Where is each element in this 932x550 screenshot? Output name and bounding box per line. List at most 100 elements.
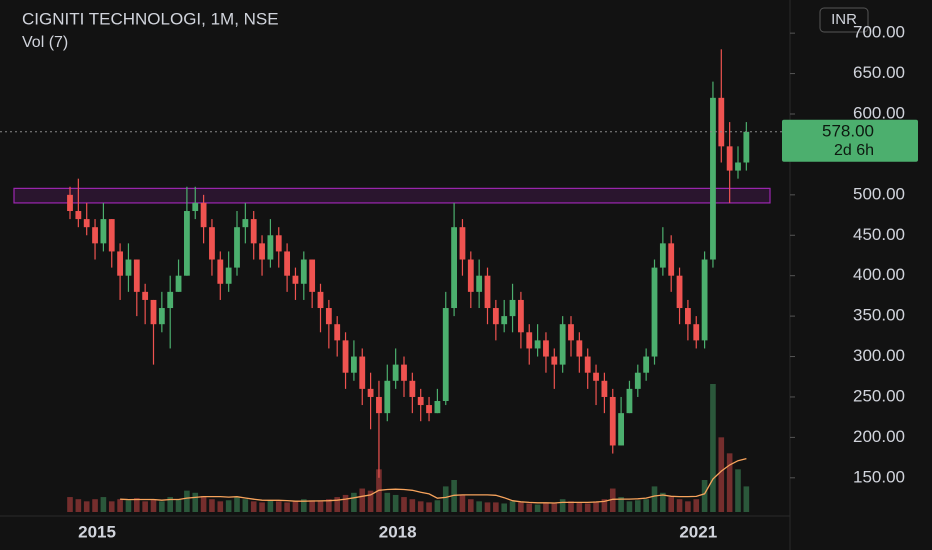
volume-bar [75, 499, 82, 512]
candle-body [292, 275, 299, 284]
candle-body [701, 259, 708, 341]
y-tick-label: 600.00 [853, 103, 905, 122]
candle-body [609, 396, 616, 446]
candle-body [275, 235, 282, 252]
volume-bar [543, 502, 549, 512]
volume-bar [242, 499, 249, 512]
candle-body [342, 340, 349, 373]
candle-body [518, 299, 524, 333]
volume-bar [392, 494, 399, 512]
candle-body [242, 219, 249, 228]
candle-body [426, 405, 432, 414]
volume-bar [526, 503, 533, 512]
candle-body [259, 243, 265, 260]
candle-body [576, 340, 583, 357]
volume-bar [317, 501, 324, 512]
candle-body [209, 227, 215, 260]
volume-bar [576, 502, 583, 512]
candle-body [184, 211, 190, 276]
volume-bar [434, 500, 441, 512]
candle-body [309, 259, 316, 292]
candle-body [108, 219, 115, 252]
volume-bar [426, 502, 432, 512]
y-tick-label: 300.00 [853, 346, 905, 365]
volume-bar [159, 501, 165, 512]
volume-bar [167, 497, 173, 512]
volume-bar [468, 499, 474, 512]
volume-bar [693, 499, 700, 512]
candle-body [142, 291, 149, 300]
candle-body [593, 372, 599, 381]
volume-bar [493, 502, 499, 512]
volume-bar [284, 502, 290, 512]
candle-body [476, 275, 483, 292]
volume-bar [668, 497, 674, 512]
countdown-label: 2d 6h [834, 142, 874, 159]
volume-bar [609, 488, 616, 512]
candle-body [325, 308, 332, 325]
candle-body [225, 267, 232, 284]
currency[interactable]: INR [831, 11, 857, 28]
volume-bar [217, 501, 224, 512]
volume-bar [275, 501, 282, 512]
volume-bar [326, 499, 332, 512]
volume-bar [259, 502, 265, 512]
candle-body [75, 211, 82, 220]
candle-body [634, 372, 641, 389]
candle-body [568, 324, 574, 341]
candle-body [492, 308, 499, 325]
candle-body [217, 259, 224, 284]
candle-body [718, 97, 725, 147]
volume-bar [518, 502, 524, 512]
candle-body [167, 291, 174, 309]
volume-bar [334, 497, 340, 512]
volume-bar [267, 500, 274, 512]
candle-body [509, 299, 516, 317]
candle-body [710, 97, 716, 260]
candle-body [601, 380, 608, 397]
volume-bar [134, 498, 140, 512]
candle-body [459, 227, 466, 260]
volume-bar [367, 490, 374, 512]
y-tick-label: 700.00 [853, 23, 905, 42]
volume-bar [643, 499, 649, 512]
candle-body [651, 267, 658, 357]
volume-bar [200, 496, 207, 512]
volume-bar [726, 453, 733, 512]
candle-body [434, 401, 441, 414]
volume-bar [309, 500, 315, 512]
candle-body [100, 219, 107, 244]
volume-bar [234, 497, 240, 512]
currency-box[interactable] [819, 7, 869, 33]
candle-body [618, 413, 624, 446]
volume-bar [108, 501, 115, 512]
candle-body [543, 340, 549, 357]
volume-bar [601, 499, 608, 512]
candle-body [150, 299, 157, 325]
candle-body [693, 324, 700, 341]
volume-bar [384, 492, 391, 512]
volume-bar [292, 501, 299, 512]
volume-bar [551, 503, 558, 512]
volume-bar [184, 490, 190, 512]
y-tick-label: 200.00 [853, 427, 905, 446]
volume-ma-line [120, 457, 747, 504]
x-tick-label: 2015 [78, 522, 116, 541]
volume-bar [442, 486, 449, 512]
volume-bar [351, 492, 357, 512]
candle-body [668, 243, 675, 276]
zone [13, 187, 771, 204]
candle-body [401, 364, 407, 381]
volume-bar [676, 499, 683, 512]
volume-bar [409, 499, 416, 512]
volume-bar [100, 497, 107, 512]
candle-body [334, 324, 341, 341]
volume-bar [175, 499, 182, 512]
x-tick-label: 2021 [679, 522, 717, 541]
volume-bar [359, 488, 366, 512]
y-tick-label: 650.00 [853, 63, 905, 82]
volume-bar [209, 499, 215, 512]
